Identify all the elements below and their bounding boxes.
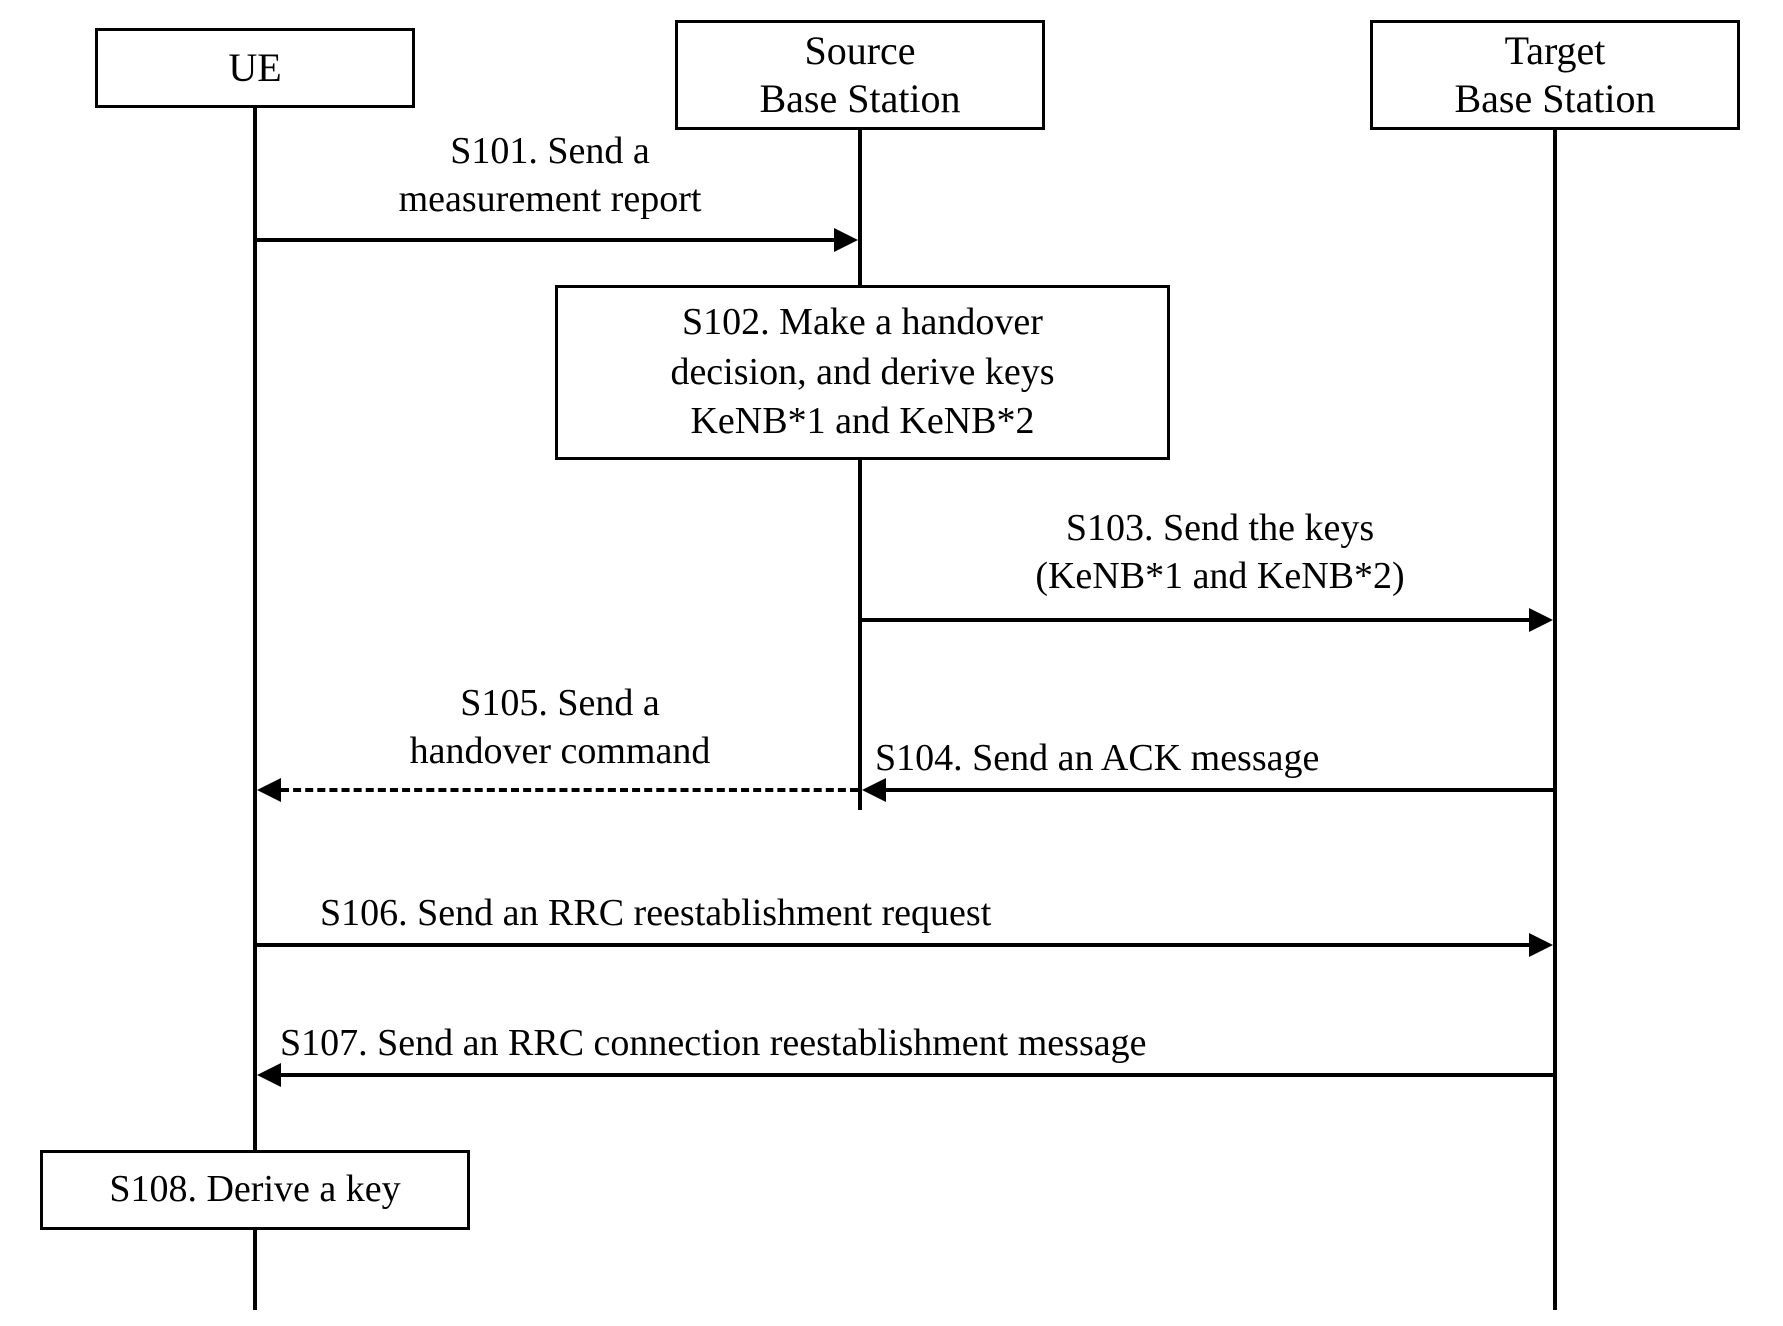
actor-ue-label: UE xyxy=(228,44,281,92)
actor-ue: UE xyxy=(95,28,415,108)
msg-s107-arrowhead xyxy=(257,1063,281,1087)
msg-s107-label: S107. Send an RRC connection reestablish… xyxy=(280,1020,1540,1068)
lifeline-source-1 xyxy=(858,130,862,285)
msg-s103-label: S103. Send the keys (KeNB*1 and KeNB*2) xyxy=(930,505,1510,600)
msg-s101-line xyxy=(257,238,837,242)
msg-s105-line xyxy=(281,788,858,792)
msg-s107-line xyxy=(281,1073,1553,1077)
msg-s104-line xyxy=(886,788,1553,792)
msg-s101-arrowhead xyxy=(834,228,858,252)
msg-s104-label: S104. Send an ACK message xyxy=(875,735,1555,783)
actor-source-label1: Source xyxy=(804,27,915,75)
msg-s101-label: S101. Send a measurement report xyxy=(310,128,790,223)
sequence-diagram: UE Source Base Station Target Base Stati… xyxy=(0,0,1783,1326)
lifeline-source-2 xyxy=(858,460,862,810)
actor-source: Source Base Station xyxy=(675,20,1045,130)
process-s108: S108. Derive a key xyxy=(40,1150,470,1230)
msg-s105-arrowhead xyxy=(257,778,281,802)
msg-s103-arrowhead xyxy=(1529,608,1553,632)
lifeline-ue xyxy=(253,108,257,1150)
actor-source-label2: Base Station xyxy=(759,75,960,123)
msg-s103-line xyxy=(862,618,1532,622)
actor-target-label2: Base Station xyxy=(1454,75,1655,123)
process-s102: S102. Make a handover decision, and deri… xyxy=(555,285,1170,460)
actor-target: Target Base Station xyxy=(1370,20,1740,130)
msg-s106-arrowhead xyxy=(1529,933,1553,957)
lifeline-ue-lower xyxy=(253,1230,257,1310)
actor-target-label1: Target xyxy=(1505,27,1606,75)
msg-s106-label: S106. Send an RRC reestablishment reques… xyxy=(320,890,1420,938)
lifeline-target xyxy=(1553,130,1557,1310)
msg-s106-line xyxy=(257,943,1532,947)
msg-s104-arrowhead xyxy=(862,778,886,802)
msg-s105-label: S105. Send a handover command xyxy=(310,680,810,775)
